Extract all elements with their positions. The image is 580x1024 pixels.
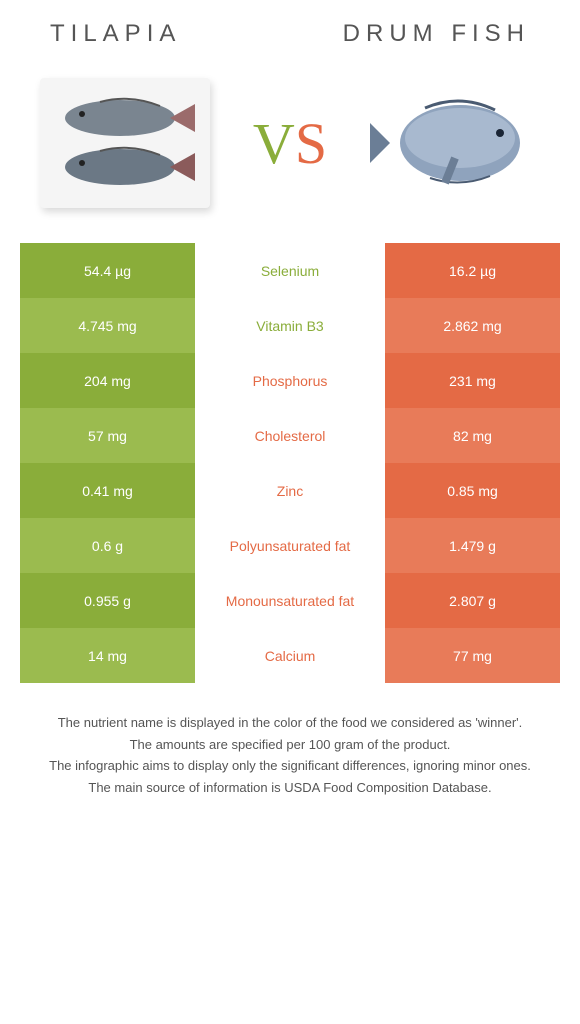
vs-s: S <box>295 111 327 176</box>
header: TILAPIA DRUM FISH <box>20 20 560 48</box>
footer-line: The nutrient name is displayed in the co… <box>30 713 550 733</box>
cell-left-value: 0.41 mg <box>20 463 195 518</box>
vs-v: V <box>253 111 295 176</box>
title-left: TILAPIA <box>50 20 181 48</box>
cell-right-value: 16.2 µg <box>385 243 560 298</box>
cell-right-value: 2.862 mg <box>385 298 560 353</box>
cell-left-value: 204 mg <box>20 353 195 408</box>
cell-nutrient-name: Selenium <box>195 243 385 298</box>
cell-right-value: 2.807 g <box>385 573 560 628</box>
drumfish-image <box>365 68 545 218</box>
table-row: 4.745 mgVitamin B32.862 mg <box>20 298 560 353</box>
cell-left-value: 57 mg <box>20 408 195 463</box>
cell-left-value: 0.955 g <box>20 573 195 628</box>
plate-icon <box>40 78 210 208</box>
cell-right-value: 82 mg <box>385 408 560 463</box>
cell-left-value: 4.745 mg <box>20 298 195 353</box>
images-row: VS <box>20 68 560 218</box>
footer-line: The amounts are specified per 100 gram o… <box>30 735 550 755</box>
cell-nutrient-name: Vitamin B3 <box>195 298 385 353</box>
footer-notes: The nutrient name is displayed in the co… <box>20 713 560 797</box>
footer-line: The main source of information is USDA F… <box>30 778 550 798</box>
table-row: 14 mgCalcium77 mg <box>20 628 560 683</box>
table-row: 204 mgPhosphorus231 mg <box>20 353 560 408</box>
cell-left-value: 14 mg <box>20 628 195 683</box>
cell-right-value: 231 mg <box>385 353 560 408</box>
cell-left-value: 54.4 µg <box>20 243 195 298</box>
cell-right-value: 1.479 g <box>385 518 560 573</box>
cell-nutrient-name: Zinc <box>195 463 385 518</box>
cell-nutrient-name: Polyunsaturated fat <box>195 518 385 573</box>
title-right: DRUM FISH <box>343 20 530 48</box>
cell-nutrient-name: Phosphorus <box>195 353 385 408</box>
vs-label: VS <box>253 110 327 177</box>
cell-nutrient-name: Monounsaturated fat <box>195 573 385 628</box>
cell-right-value: 77 mg <box>385 628 560 683</box>
table-row: 0.6 gPolyunsaturated fat1.479 g <box>20 518 560 573</box>
nutrient-table: 54.4 µgSelenium16.2 µg4.745 mgVitamin B3… <box>20 243 560 683</box>
cell-left-value: 0.6 g <box>20 518 195 573</box>
tilapia-image <box>35 68 215 218</box>
table-row: 57 mgCholesterol82 mg <box>20 408 560 463</box>
footer-line: The infographic aims to display only the… <box>30 756 550 776</box>
table-row: 0.955 gMonounsaturated fat2.807 g <box>20 573 560 628</box>
table-row: 0.41 mgZinc0.85 mg <box>20 463 560 518</box>
table-row: 54.4 µgSelenium16.2 µg <box>20 243 560 298</box>
cell-nutrient-name: Cholesterol <box>195 408 385 463</box>
cell-nutrient-name: Calcium <box>195 628 385 683</box>
cell-right-value: 0.85 mg <box>385 463 560 518</box>
